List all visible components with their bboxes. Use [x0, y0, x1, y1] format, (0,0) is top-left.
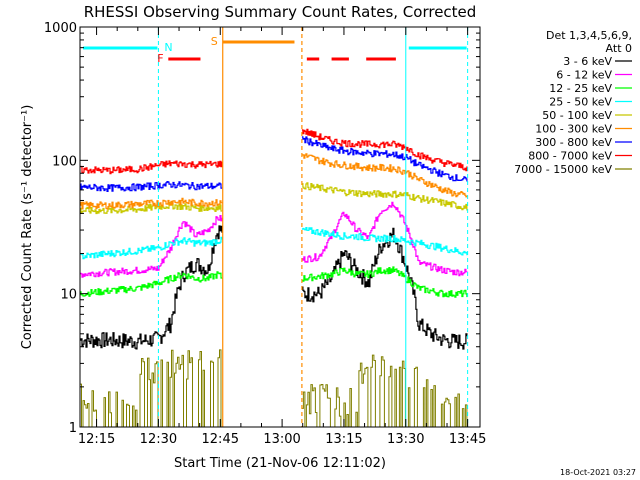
series-line-800-7000-kev-low-14 — [80, 160, 223, 175]
legend-label-1: 6 - 12 keV — [556, 69, 612, 82]
x-tick-label-3: 13:00 — [263, 432, 300, 447]
legend-label-5: 100 - 300 keV — [535, 123, 612, 136]
axis-layer: 12:15 12:30 12:45 13:00 13:15 13:30 13:45 1 10 10… — [44, 21, 486, 447]
series-line-800-7000-kev-flare-15 — [301, 128, 468, 172]
legend-header-line-2: Att 0 — [606, 42, 632, 55]
x-tick-label-2: 12:45 — [202, 432, 239, 447]
series-line-25-50-kev-low-6 — [80, 236, 223, 260]
series-line-100-300-kev-low-10 — [80, 197, 223, 210]
series-line-7000-15000-kev-steps-16 — [80, 349, 223, 427]
flare-marker-label: F — [157, 52, 163, 65]
saa-marker-label: S — [211, 35, 218, 48]
legend-label-0: 3 - 6 keV — [563, 55, 612, 68]
x-tick-label-5: 13:30 — [387, 432, 424, 447]
series-line-6-12-kev-flare-3 — [301, 201, 468, 277]
legend-label-8: 7000 - 15000 keV — [514, 163, 612, 176]
y-axis-label: Corrected Count Rate (s⁻¹ detector⁻¹) — [20, 105, 35, 350]
legend-header-line-1: Det 1,3,4,5,6,9, — [546, 29, 632, 42]
y-tick-label-1: 10 — [60, 288, 77, 303]
legend-label-6: 300 - 800 keV — [535, 136, 612, 149]
night-marker-label: N — [164, 41, 172, 54]
x-tick-label-0: 12:15 — [78, 432, 115, 447]
series-line-7000-15000-kev-steps-17 — [301, 354, 468, 427]
series-line-300-800-kev-low-12 — [80, 181, 223, 192]
x-tick-label-6: 13:45 — [449, 432, 486, 447]
plot-frame — [79, 26, 481, 428]
series-line-3-6-kev-low-0 — [80, 225, 223, 350]
data-layer — [80, 128, 468, 427]
series-line-3-6-kev-flare-1 — [301, 227, 468, 350]
legend-label-2: 12 - 25 keV — [549, 82, 612, 95]
series-line-50-100-kev-low-8 — [80, 201, 223, 215]
legend-label-3: 25 - 50 keV — [549, 96, 612, 109]
series-line-100-300-kev-flare-11 — [301, 153, 468, 198]
series-line-50-100-kev-flare-9 — [301, 182, 468, 211]
annotation-layer: N S F — [83, 27, 469, 427]
y-tick-label-2: 100 — [52, 154, 77, 169]
series-line-6-12-kev-low-2 — [80, 215, 223, 278]
series-line-300-800-kev-flare-13 — [301, 136, 468, 182]
series-line-12-25-kev-flare-5 — [301, 266, 468, 298]
legend-label-4: 50 - 100 keV — [542, 109, 612, 122]
footer-timestamp: 18-Oct-2021 03:27 — [560, 468, 636, 477]
y-tick-label-0: 1 — [69, 421, 77, 436]
x-tick-label-1: 12:30 — [140, 432, 177, 447]
x-axis-label: Start Time (21-Nov-06 12:11:02) — [174, 456, 386, 471]
legend-label-7: 800 - 7000 keV — [528, 150, 612, 163]
x-tick-label-4: 13:15 — [325, 432, 362, 447]
y-tick-label-3: 1000 — [44, 21, 77, 36]
chart-title: RHESSI Observing Summary Count Rates, Co… — [84, 3, 477, 21]
series-line-25-50-kev-flare-7 — [301, 227, 468, 256]
series-line-12-25-kev-low-4 — [80, 271, 223, 297]
